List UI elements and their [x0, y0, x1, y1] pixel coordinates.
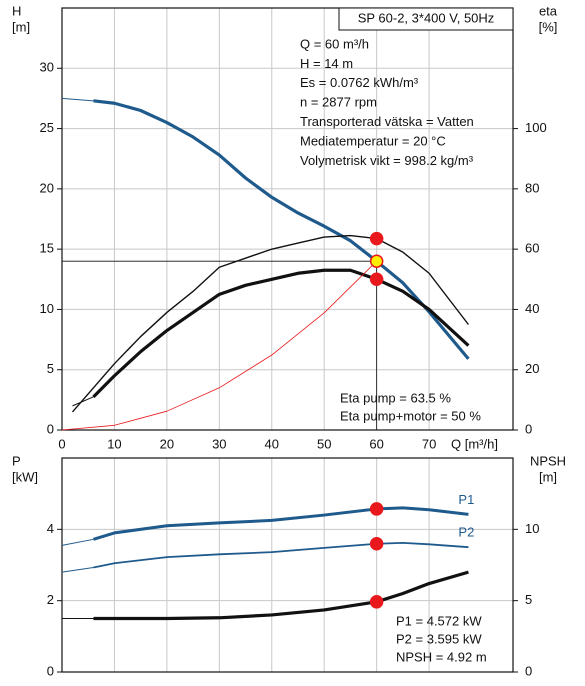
plot-frame — [61, 457, 514, 673]
y-tick-label: 2 — [47, 592, 54, 607]
y2-tick-label: 60 — [525, 241, 539, 256]
x-tick-label: 70 — [422, 436, 436, 451]
curve — [61, 567, 94, 573]
curve — [93, 541, 469, 569]
x-tick-label: 20 — [160, 436, 174, 451]
marker — [369, 537, 384, 551]
y-tick-label: 20 — [40, 180, 54, 195]
marker — [369, 502, 384, 516]
marker — [369, 254, 384, 268]
y2-tick-label: 0 — [525, 663, 532, 678]
marker — [369, 231, 384, 246]
y-tick-label: 25 — [40, 120, 54, 135]
curve — [93, 570, 469, 621]
x-tick-label: 60 — [369, 436, 383, 451]
y-tick-label: 0 — [47, 663, 54, 678]
series-label: P2 — [458, 525, 474, 540]
y2-tick-label: 10 — [525, 521, 539, 536]
annotation: Q = 60 m³/h — [300, 36, 369, 51]
plot-frame — [61, 7, 514, 431]
x-tick-label: 0 — [58, 436, 65, 451]
y2-tick-label: 80 — [525, 180, 539, 195]
annotation: P1 = 4.572 kW — [396, 613, 482, 628]
y-tick-label: 30 — [40, 60, 54, 75]
curve — [92, 268, 470, 398]
y2-tick-label: 20 — [525, 361, 539, 376]
info-box-title: SP 60-2, 3*400 V, 50Hz — [358, 10, 495, 25]
x-axis-label: Q [m³/h] — [451, 436, 498, 451]
y2-tick-label: 0 — [525, 421, 532, 436]
y2-axis-label: [%] — [539, 19, 558, 34]
annotation: Es = 0.0762 kWh/m³ — [300, 75, 419, 90]
curve — [61, 97, 94, 102]
curve — [61, 538, 94, 546]
series-label: P1 — [458, 492, 474, 507]
curve — [93, 99, 470, 360]
y-axis-label: [m] — [12, 19, 30, 34]
annotation: Mediatemperatur = 20 °C — [300, 133, 446, 148]
annotation: P2 = 3.595 kW — [396, 631, 482, 646]
annotation: Volymetrisk vikt = 998.2 kg/m³ — [300, 153, 474, 168]
x-tick-label: 50 — [317, 436, 331, 451]
y2-axis-label: eta — [539, 3, 558, 18]
y2-tick-label: 5 — [525, 592, 532, 607]
annotation: Transporterad vätska = Vatten — [300, 114, 474, 129]
curve — [61, 260, 377, 431]
annotation: H = 14 m — [300, 56, 353, 71]
x-tick-label: 10 — [107, 436, 121, 451]
y-axis-label: [kW] — [12, 469, 38, 484]
x-tick-label: 30 — [212, 436, 226, 451]
curve — [72, 396, 94, 407]
y-tick-label: 10 — [40, 301, 54, 316]
y-axis-label: H — [12, 3, 21, 18]
y2-tick-label: 100 — [525, 120, 547, 135]
info-box — [338, 7, 514, 31]
y2-axis-label: NPSH — [530, 453, 566, 468]
annotation: Eta pump+motor = 50 % — [340, 408, 481, 423]
x-tick-label: 40 — [265, 436, 279, 451]
y-tick-label: 5 — [47, 361, 54, 376]
y-tick-label: 4 — [47, 521, 54, 536]
y-tick-label: 0 — [47, 421, 54, 436]
curve — [93, 506, 469, 541]
y2-tick-label: 40 — [525, 301, 539, 316]
y2-axis-label: [m] — [539, 469, 557, 484]
y-tick-label: 15 — [40, 241, 54, 256]
annotation: Eta pump = 63.5 % — [340, 390, 451, 405]
annotation: n = 2877 rpm — [300, 95, 377, 110]
annotation: NPSH = 4.92 m — [396, 649, 487, 664]
marker — [369, 595, 384, 609]
y-axis-label: P — [12, 453, 21, 468]
marker — [369, 272, 384, 287]
curve — [71, 234, 469, 413]
